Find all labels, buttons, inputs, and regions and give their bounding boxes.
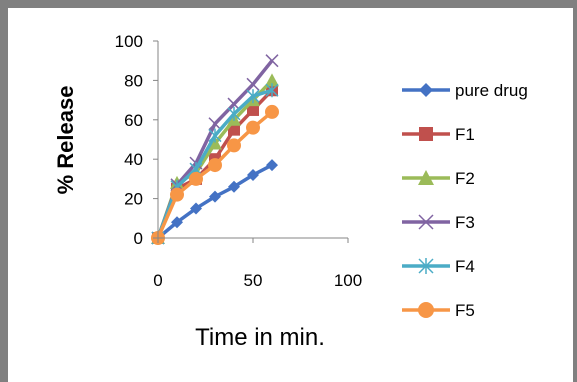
legend-marker-3-stroke-b (418, 214, 434, 230)
data-point-5-3 (208, 158, 222, 173)
data-point-5-6 (265, 104, 279, 119)
data-point-3-5-stroke-b (246, 77, 260, 91)
data-point-5-5 (246, 120, 260, 135)
data-point-2-3 (208, 136, 222, 150)
data-point-3-6 (265, 54, 279, 68)
data-point-3-6-stroke-b (265, 54, 279, 68)
data-point-0-3 (209, 190, 221, 203)
legend-label-5: F5 (455, 301, 475, 320)
data-point-3-3-stroke-b (208, 117, 222, 131)
legend-item-3: F3 (402, 213, 475, 232)
legend-item-1: F1 (402, 125, 475, 144)
legend-item-5: F5 (402, 301, 475, 320)
legend: pure drug F1 F2 F3 F4 F5 (402, 81, 528, 320)
data-point-3-4-stroke-b (227, 97, 241, 111)
data-point-5-1 (170, 187, 184, 202)
y-tick-label-80: 80 (124, 71, 143, 90)
legend-label-1: F1 (455, 125, 475, 144)
data-point-5-4 (227, 138, 241, 153)
data-point-3-5 (246, 77, 260, 91)
legend-marker-2 (418, 170, 434, 185)
y-tick-label-60: 60 (124, 111, 143, 130)
data-point-4-5 (246, 89, 260, 104)
legend-label-2: F2 (455, 169, 475, 188)
legend-label-4: F4 (455, 257, 475, 276)
data-point-3-3 (208, 117, 222, 131)
data-point-0-2 (190, 202, 202, 215)
data-point-0-6 (266, 159, 278, 172)
data-point-0-5 (247, 168, 259, 181)
legend-item-4: F4 (402, 257, 475, 276)
y-tick-label-20: 20 (124, 190, 143, 209)
x-tick-label-50: 50 (244, 271, 263, 290)
legend-marker-3 (418, 214, 434, 230)
y-tick-label-40: 40 (124, 150, 143, 169)
data-point-4-6 (265, 83, 279, 98)
series-f5 (151, 104, 279, 245)
legend-marker-5 (418, 302, 434, 318)
x-tick-label-0: 0 (153, 271, 162, 290)
data-point-4-3 (208, 128, 222, 143)
legend-label-0: pure drug (455, 81, 528, 100)
axes: 0 20 40 60 80 100 0 50 100 (115, 32, 363, 290)
legend-item-2: F2 (402, 169, 475, 188)
data-point-1-5 (247, 103, 259, 116)
y-tick-label-0: 0 (134, 229, 143, 248)
legend-item-0: pure drug (402, 81, 528, 100)
data-point-5-2 (189, 171, 203, 186)
legend-marker-4 (418, 258, 434, 274)
data-point-4-4 (227, 106, 241, 121)
legend-marker-1 (419, 127, 433, 141)
data-point-0-4 (228, 180, 240, 193)
x-axis-title: Time in min. (195, 324, 325, 351)
data-point-0-1 (171, 216, 183, 229)
legend-label-3: F3 (455, 213, 475, 232)
legend-marker-0 (419, 83, 433, 97)
y-axis-title: % Release (53, 86, 78, 195)
data-point-1-4 (228, 123, 240, 136)
x-tick-label-100: 100 (334, 271, 362, 290)
plot-area (151, 54, 279, 245)
data-point-2-6 (265, 73, 279, 87)
y-tick-label-100: 100 (115, 32, 143, 51)
